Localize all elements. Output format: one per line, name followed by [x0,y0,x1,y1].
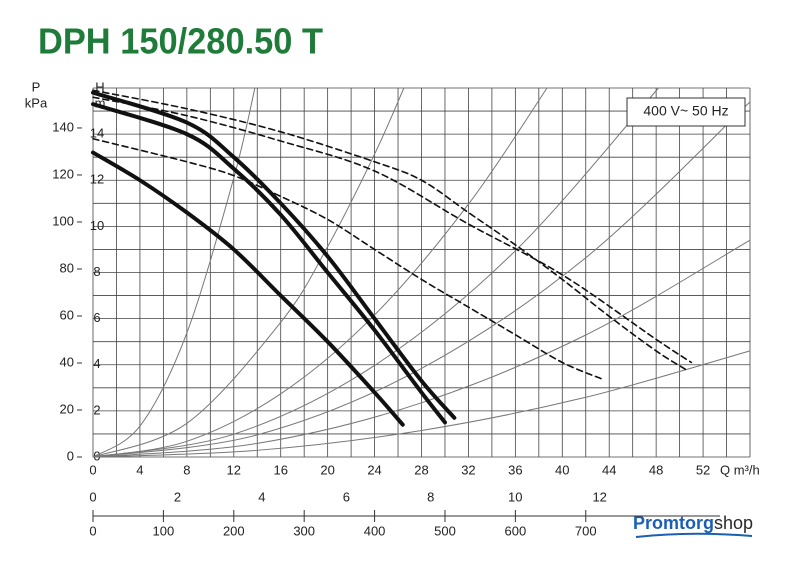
y-tick-label: 4 [93,356,100,371]
curve [92,96,693,364]
x3-tick-label: 100 [153,523,175,538]
x-tick-label: 36 [508,462,522,477]
x3-tick-label: 600 [505,523,527,538]
curve [92,137,602,380]
x-tick-label: 8 [183,462,190,477]
watermark-swoosh [635,532,753,538]
annotation: 400 V~ 50 Hz [643,103,728,119]
y-tick-label: 14 [90,126,104,141]
y-label: H [95,79,104,94]
x-tick-label: 52 [696,462,710,477]
y2-tick-label: 80 [60,260,74,275]
x-label: Q m³/h [720,462,760,477]
x-tick-label: 28 [414,462,428,477]
curve [92,87,659,458]
x-tick-label: 32 [461,462,475,477]
x3-tick-label: 700 [575,523,597,538]
y2-label: P [32,79,41,94]
curve [92,87,256,458]
y-tick-label: 2 [93,402,100,417]
y2-tick-label: 20 [60,401,74,416]
x-tick-label: 24 [367,462,381,477]
y-tick-label: 10 [90,218,104,233]
x-tick-label: 44 [602,462,616,477]
y2-tick-label: 0 [67,448,74,463]
x2-tick-label: 8 [427,489,434,504]
x3-tick-label: 300 [293,523,315,538]
curve [92,239,751,458]
watermark-part: Promtorg [633,513,714,533]
x3-tick-label: 500 [434,523,456,538]
x2-tick-label: 2 [174,489,181,504]
curve [92,350,751,458]
curve [91,90,457,420]
curve [92,87,405,458]
curve [92,87,548,458]
legend-box [626,97,746,127]
y2-tick-label: 100 [52,213,74,228]
y2-unit: kPa [25,95,48,110]
x-tick-label: 12 [227,462,241,477]
y-tick-label: 12 [90,172,104,187]
y2-tick-label: 40 [60,354,74,369]
curve [91,150,405,427]
chart-title: DPH 150/280.50 T [38,21,323,62]
x2-tick-label: 12 [592,489,606,504]
y2-tick-label: 60 [60,307,74,322]
curve [92,101,751,458]
curve [91,102,447,425]
x3-tick-label: 0 [89,523,96,538]
curve [92,89,687,371]
watermark-part: shop [714,513,753,533]
x2-tick-label: 10 [508,489,522,504]
y-tick-label: 6 [93,310,100,325]
y-tick-label: 8 [93,264,100,279]
watermark: Promtorgshop [633,513,753,533]
y-unit: m [95,95,106,110]
x2-tick-label: 0 [89,489,96,504]
x3-tick-label: 200 [223,523,245,538]
x-tick-label: 16 [273,462,287,477]
x-tick-label: 40 [555,462,569,477]
x-tick-label: 0 [89,462,96,477]
x3-tick-label: 400 [364,523,386,538]
x-tick-label: 20 [320,462,334,477]
y2-tick-label: 120 [52,166,74,181]
y2-tick-label: 140 [52,119,74,134]
x-tick-label: 48 [649,462,663,477]
x2-tick-label: 4 [258,489,265,504]
x-tick-label: 4 [136,462,143,477]
x2-tick-label: 6 [343,489,350,504]
